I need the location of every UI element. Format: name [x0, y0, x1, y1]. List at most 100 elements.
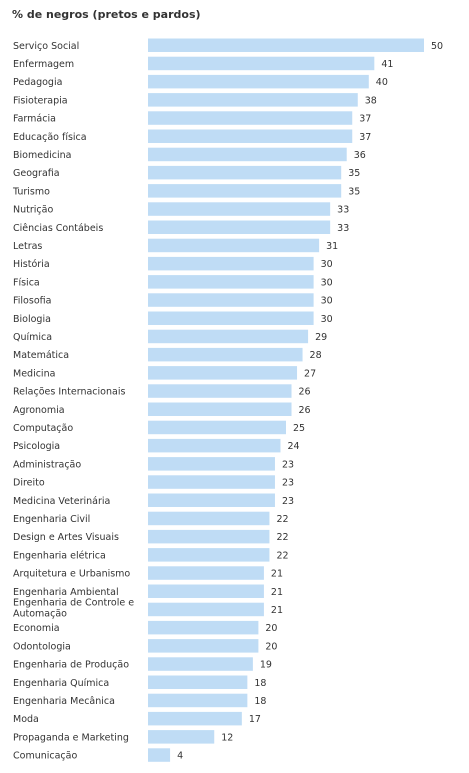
- bar: [148, 256, 314, 271]
- value-label: 17: [249, 714, 261, 725]
- bar: [148, 511, 270, 526]
- value-label: 20: [265, 641, 277, 652]
- category-label: Economia: [13, 623, 60, 634]
- category-label: História: [13, 259, 50, 270]
- category-label: Medicina: [13, 368, 55, 379]
- category-label: Matemática: [13, 350, 69, 361]
- category-label: Comunicação: [13, 751, 77, 762]
- bar: [148, 693, 248, 708]
- value-label: 40: [376, 77, 388, 88]
- category-label: Engenharia de Controle e Automação: [13, 598, 134, 620]
- category-label: Design e Artes Visuais: [13, 532, 119, 543]
- bar: [148, 311, 314, 325]
- category-label: Engenharia Mecânica: [13, 696, 115, 707]
- bar: [148, 329, 309, 344]
- value-label: 37: [359, 132, 371, 143]
- value-label: 31: [326, 241, 338, 252]
- bar: [148, 730, 215, 744]
- bar: [148, 38, 424, 52]
- value-label: 36: [354, 150, 366, 161]
- value-label: 35: [348, 168, 360, 179]
- value-label: 30: [321, 259, 333, 270]
- bar: [148, 293, 314, 307]
- bar: [148, 493, 275, 507]
- category-label: Medicina Veterinária: [13, 496, 110, 507]
- value-label: 30: [321, 314, 333, 325]
- value-label: 28: [310, 350, 322, 361]
- bar: [148, 111, 353, 125]
- category-label: Biomedicina: [13, 150, 71, 161]
- bar: [148, 602, 264, 617]
- value-label: 35: [348, 186, 360, 197]
- value-label: 30: [321, 296, 333, 307]
- category-label: Geografia: [13, 168, 60, 179]
- value-label: 22: [276, 550, 288, 561]
- category-label: Propaganda e Marketing: [13, 732, 129, 743]
- category-label: Nutrição: [13, 205, 53, 216]
- bar: [148, 184, 342, 198]
- value-label: 21: [271, 569, 283, 580]
- value-label: 4: [177, 751, 183, 762]
- category-label: Computação: [13, 423, 73, 434]
- value-label: 18: [254, 678, 266, 689]
- value-label: 29: [315, 332, 327, 343]
- value-label: 19: [260, 660, 272, 671]
- value-label: 22: [276, 532, 288, 543]
- value-label: 33: [337, 205, 349, 216]
- value-label: 24: [287, 441, 299, 452]
- bar: [148, 74, 369, 89]
- category-label: Engenharia Química: [13, 678, 109, 689]
- bar: [148, 657, 253, 671]
- category-label: Letras: [13, 241, 42, 252]
- bar: [148, 584, 264, 598]
- value-label: 12: [221, 732, 233, 743]
- category-label: Engenharia elétrica: [13, 550, 106, 561]
- category-label: Pedagogia: [13, 77, 62, 88]
- chart-title: % de negros (pretos e pardos): [12, 8, 201, 21]
- category-label: Engenharia Ambiental: [13, 587, 119, 598]
- bar: [148, 93, 358, 107]
- category-label: Enfermagem: [13, 59, 74, 70]
- bar: [148, 548, 270, 562]
- bar: [148, 165, 342, 180]
- bar: [148, 147, 347, 162]
- bar: [148, 675, 248, 689]
- bar: [148, 620, 259, 635]
- value-label: 23: [282, 478, 294, 489]
- value-label: 27: [304, 368, 316, 379]
- bar: [148, 711, 242, 726]
- bar: [148, 566, 264, 580]
- bar: [148, 56, 375, 71]
- bar: [148, 420, 286, 435]
- category-label: Fisioterapia: [13, 95, 68, 106]
- value-label: 23: [282, 459, 294, 470]
- bar: [148, 475, 275, 489]
- value-label: 23: [282, 496, 294, 507]
- bar: [148, 438, 281, 453]
- value-label: 38: [365, 95, 377, 106]
- category-label: Educação física: [13, 132, 87, 143]
- bar: [148, 402, 292, 416]
- bar: [148, 347, 303, 362]
- value-label: 21: [271, 605, 283, 616]
- category-label: Agronomia: [13, 405, 65, 416]
- category-label: Turismo: [12, 186, 50, 197]
- category-label: Engenharia Civil: [13, 514, 90, 525]
- category-label: Biologia: [13, 314, 51, 325]
- bar: [148, 275, 314, 289]
- category-label: Relações Internacionais: [13, 387, 125, 398]
- category-label: Moda: [13, 714, 39, 725]
- category-label: Administração: [13, 459, 81, 470]
- bar: [148, 238, 320, 253]
- category-label: Serviço Social: [13, 41, 79, 52]
- value-label: 25: [293, 423, 305, 434]
- value-label: 30: [321, 277, 333, 288]
- bar: [148, 129, 353, 143]
- value-label: 20: [265, 623, 277, 634]
- category-label: Física: [13, 277, 40, 288]
- value-label: 22: [276, 514, 288, 525]
- value-label: 41: [381, 59, 393, 70]
- bar: [148, 529, 270, 544]
- category-label: Ciências Contábeis: [13, 223, 103, 234]
